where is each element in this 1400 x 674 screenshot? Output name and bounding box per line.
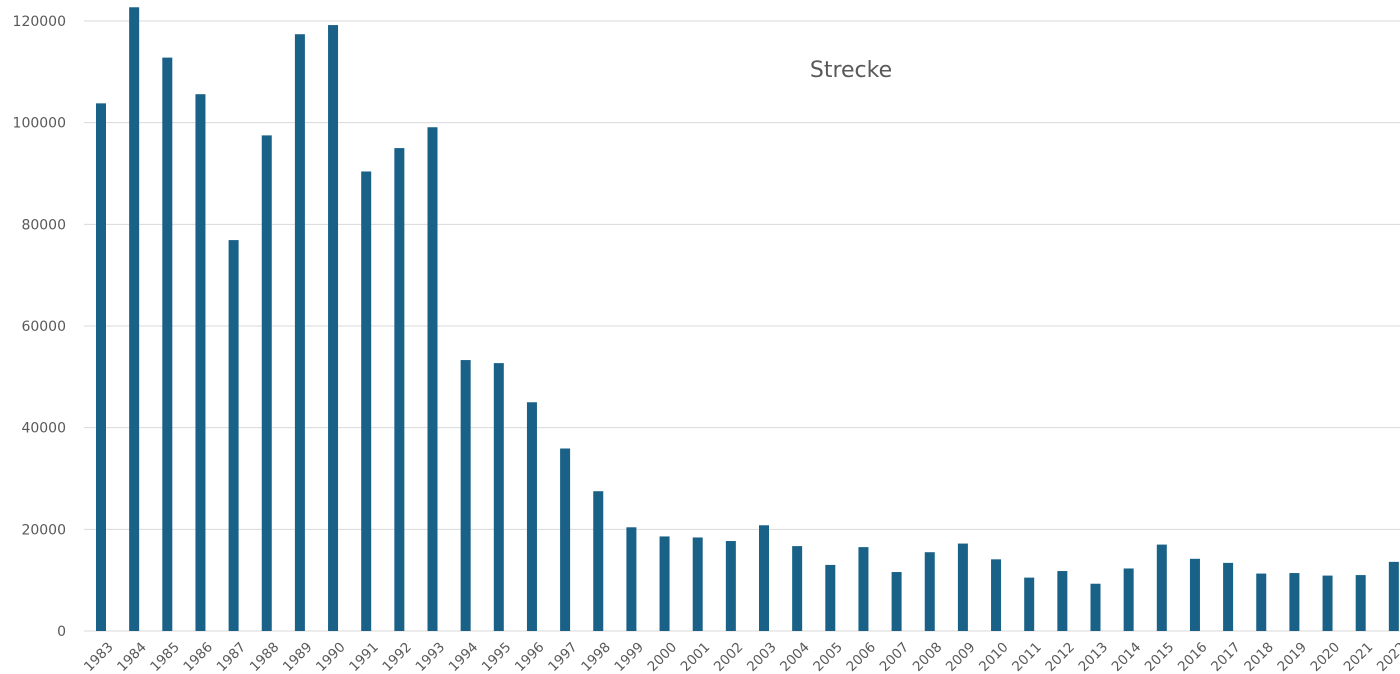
bars (96, 7, 1399, 632)
x-tick-label-2017: 2017 (1208, 639, 1244, 674)
x-tick-label-1986: 1986 (180, 639, 216, 674)
bar-1997 (560, 448, 571, 631)
x-tick-label-2019: 2019 (1274, 639, 1310, 674)
bar-1990 (328, 25, 339, 632)
x-tick-label-2011: 2011 (1009, 639, 1045, 674)
x-tick-label-1989: 1989 (280, 639, 316, 674)
bar-2005 (825, 564, 836, 631)
bar-2013 (1090, 583, 1101, 631)
x-tick-label-1990: 1990 (313, 639, 349, 674)
x-tick-label-2018: 2018 (1241, 639, 1277, 674)
x-tick-label-1992: 1992 (379, 639, 415, 674)
x-tick-label-1983: 1983 (81, 639, 117, 674)
y-tick-label-20000: 20000 (21, 522, 66, 538)
bar-1996 (526, 402, 537, 631)
bar-2009 (957, 543, 968, 631)
bar-1985 (162, 57, 173, 632)
x-tick-label-2021: 2021 (1341, 639, 1377, 674)
x-tick-label-2007: 2007 (877, 639, 913, 674)
x-tick-label-2008: 2008 (910, 639, 946, 674)
x-tick-label-1987: 1987 (214, 639, 250, 674)
bar-1995 (493, 363, 504, 631)
y-tick-label-80000: 80000 (21, 217, 66, 233)
x-tick-label-1997: 1997 (545, 639, 581, 674)
y-axis-tick-labels: 0 20000 40000 60000 80000 100000 120000 (13, 14, 66, 640)
bar-1987 (228, 240, 239, 631)
bar-1998 (593, 491, 604, 631)
x-tick-label-1985: 1985 (147, 639, 183, 674)
x-tick-label-2022: 2022 (1374, 639, 1400, 674)
bar-2017 (1223, 562, 1234, 631)
bar-2007 (891, 572, 902, 631)
bar-1986 (195, 94, 206, 631)
x-tick-label-2013: 2013 (1076, 639, 1112, 674)
bar-1994 (460, 360, 471, 631)
x-axis-tick-labels: 1983198419851986198719881989199019911992… (81, 639, 1400, 674)
y-tick-label-60000: 60000 (21, 319, 66, 335)
bar-2018 (1256, 573, 1267, 631)
bar-2012 (1057, 571, 1068, 631)
x-tick-label-2005: 2005 (810, 639, 846, 674)
bar-2020 (1322, 575, 1333, 631)
bar-2014 (1123, 568, 1134, 631)
bar-2002 (725, 541, 736, 631)
x-tick-label-2000: 2000 (645, 639, 681, 674)
bar-1988 (261, 135, 272, 631)
x-tick-label-1991: 1991 (346, 639, 382, 674)
x-tick-label-2016: 2016 (1175, 639, 1211, 674)
x-tick-label-1996: 1996 (512, 639, 548, 674)
x-tick-label-2002: 2002 (711, 639, 747, 674)
bar-1989 (294, 34, 305, 631)
bar-2022 (1388, 561, 1399, 631)
y-tick-label-120000: 120000 (13, 14, 66, 30)
y-tick-label-0: 0 (57, 624, 66, 640)
x-tick-label-1984: 1984 (114, 639, 150, 674)
bar-2016 (1189, 558, 1200, 631)
bar-2001 (692, 537, 703, 631)
bar-2011 (1024, 577, 1035, 631)
bar-1999 (626, 527, 637, 631)
bar-2008 (924, 552, 935, 631)
x-tick-label-2014: 2014 (1109, 639, 1145, 674)
chart-title: Strecke (810, 58, 892, 83)
bar-1992 (394, 148, 405, 632)
y-tick-label-40000: 40000 (21, 421, 66, 437)
x-tick-label-2015: 2015 (1142, 639, 1178, 674)
x-tick-label-1994: 1994 (446, 639, 482, 674)
bar-2000 (659, 536, 670, 631)
x-tick-label-2006: 2006 (843, 639, 879, 674)
bar-1983 (96, 103, 106, 632)
x-tick-label-2012: 2012 (1042, 639, 1078, 674)
bar-1993 (427, 127, 438, 631)
x-tick-label-2001: 2001 (678, 639, 714, 674)
bar-2015 (1156, 544, 1167, 631)
y-tick-label-100000: 100000 (13, 116, 66, 132)
bar-2019 (1289, 573, 1300, 631)
x-tick-label-1999: 1999 (611, 639, 647, 674)
bar-2021 (1355, 575, 1366, 631)
gridlines (84, 20, 1400, 632)
x-tick-label-2004: 2004 (777, 639, 813, 674)
x-tick-label-2020: 2020 (1308, 639, 1344, 674)
x-tick-label-1988: 1988 (247, 639, 283, 674)
x-tick-label-1995: 1995 (479, 639, 515, 674)
x-tick-label-2009: 2009 (943, 639, 979, 674)
bar-2006 (858, 547, 869, 631)
x-tick-label-2010: 2010 (976, 639, 1012, 674)
bar-2003 (759, 525, 769, 631)
bar-1991 (361, 171, 372, 631)
bar-2004 (792, 546, 803, 631)
bar-1984 (129, 7, 140, 631)
x-tick-label-1993: 1993 (413, 639, 449, 674)
x-tick-label-2003: 2003 (744, 639, 780, 674)
x-tick-label-1998: 1998 (578, 639, 614, 674)
bar-2010 (991, 559, 1002, 631)
